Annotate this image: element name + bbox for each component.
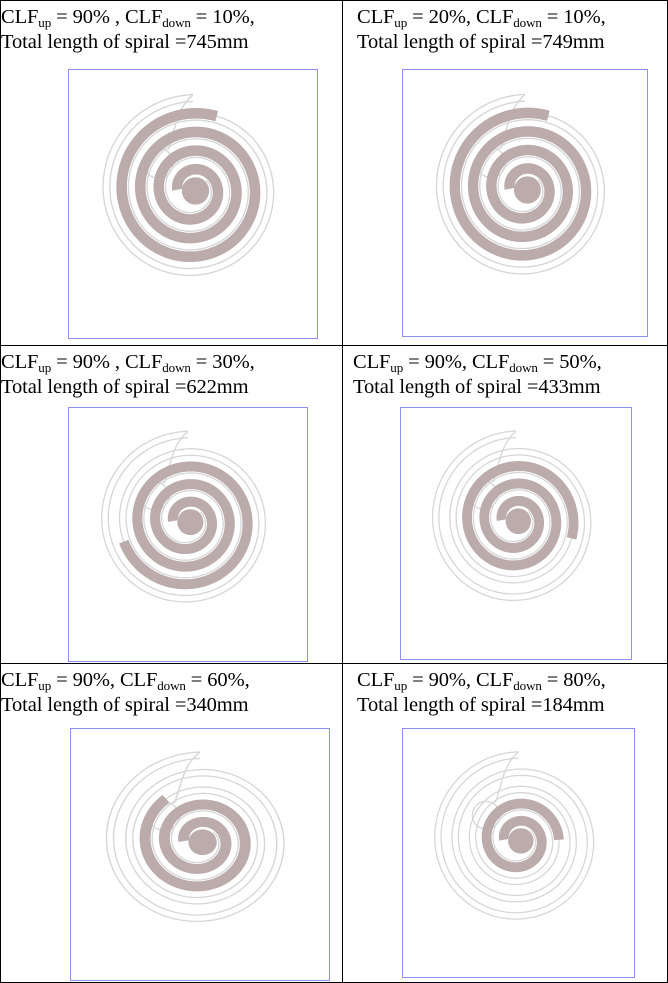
lead-out-track bbox=[492, 430, 517, 483]
total-length-label: Total length of spiral =340mm bbox=[1, 694, 249, 716]
spiral-core bbox=[181, 177, 210, 205]
lead-out-track bbox=[163, 430, 189, 484]
spiral-core bbox=[177, 509, 204, 536]
spiral-diagram bbox=[434, 751, 595, 920]
separator: , bbox=[109, 351, 125, 373]
cell-caption: CLFup = 90%, CLFdown = 50%, Total length… bbox=[343, 346, 667, 400]
clf-down-value: 30% bbox=[212, 351, 250, 373]
clf-line: CLFup = 90% , CLFdown = 30%, bbox=[1, 351, 255, 375]
table-cell: CLFup = 90% , CLFdown = 30%, Total lengt… bbox=[0, 345, 343, 664]
spiral-diagram bbox=[431, 430, 592, 602]
cell-caption: CLFup = 90%, CLFdown = 80%, Total length… bbox=[343, 664, 667, 718]
table-cell: CLFup = 90%, CLFdown = 60%, Total length… bbox=[0, 663, 343, 983]
table-cell: CLFup = 90%, CLFdown = 80%, Total length… bbox=[342, 663, 668, 983]
clf-up-value: 90% bbox=[428, 669, 466, 691]
table-cell: CLFup = 90% , CLFdown = 10%, Total lengt… bbox=[0, 0, 343, 346]
clf-line: CLFup = 90%, CLFdown = 60%, bbox=[1, 669, 250, 693]
clf-down-value: 50% bbox=[559, 351, 597, 373]
spiral-strip bbox=[139, 795, 251, 892]
spiral-figure bbox=[402, 69, 648, 337]
clf-up-value: 90% bbox=[72, 351, 110, 373]
total-length-label: Total length of spiral =745mm bbox=[1, 31, 249, 53]
cell-caption: CLFup = 90%, CLFdown = 60%, Total length… bbox=[1, 664, 342, 718]
clf-down-value: 10% bbox=[563, 6, 601, 28]
clf-up-value: 90% bbox=[424, 351, 462, 373]
lead-out-track bbox=[494, 751, 519, 803]
cell-caption: CLFup = 20%, CLFdown = 10%, Total length… bbox=[343, 1, 667, 55]
spiral-diagram bbox=[101, 430, 267, 603]
clf-down-value: 80% bbox=[563, 669, 601, 691]
spiral-strip bbox=[449, 107, 592, 261]
spiral-figure bbox=[68, 69, 318, 339]
cell-caption: CLFup = 90% , CLFdown = 10%, Total lengt… bbox=[1, 1, 342, 55]
table-cell: CLFup = 90%, CLFdown = 50%, Total length… bbox=[342, 345, 668, 664]
separator: , bbox=[465, 6, 476, 28]
spiral-figure bbox=[70, 728, 330, 981]
clf-up-value: 20% bbox=[428, 6, 466, 28]
guide-track-outline bbox=[442, 100, 599, 268]
spiral-strip bbox=[116, 107, 261, 263]
spiral-diagram bbox=[102, 93, 275, 277]
spiral-diagram bbox=[435, 93, 606, 275]
guide-track-outline bbox=[107, 437, 260, 597]
total-length-label: Total length of spiral =184mm bbox=[357, 694, 605, 716]
lead-out-track bbox=[173, 751, 201, 804]
guide-track-outline bbox=[438, 436, 586, 595]
separator: , bbox=[109, 6, 125, 28]
spiral-core bbox=[508, 828, 534, 854]
spiral-figure bbox=[402, 728, 635, 978]
separator: , bbox=[461, 351, 472, 373]
spiral-figure bbox=[400, 407, 632, 660]
clf-line: CLFup = 90% , CLFdown = 10%, bbox=[1, 6, 255, 30]
table-cell: CLFup = 20%, CLFdown = 10%, Total length… bbox=[342, 0, 668, 346]
guide-track-outline bbox=[440, 757, 588, 914]
spiral-core bbox=[188, 829, 217, 856]
total-length-label: Total length of spiral =622mm bbox=[1, 376, 249, 398]
separator: , bbox=[465, 669, 476, 691]
clf-line: CLFup = 20%, CLFdown = 10%, bbox=[357, 6, 606, 30]
spiral-figure bbox=[68, 407, 308, 662]
spiral-core bbox=[505, 508, 531, 535]
cell-caption: CLFup = 90% , CLFdown = 30%, Total lengt… bbox=[1, 346, 342, 400]
spiral-strip bbox=[462, 461, 579, 571]
spiral-strip bbox=[481, 798, 564, 873]
spiral-diagram bbox=[105, 751, 285, 923]
guide-track-outline bbox=[109, 100, 268, 270]
total-length-label: Total length of spiral =433mm bbox=[353, 376, 601, 398]
total-length-label: Total length of spiral =749mm bbox=[357, 31, 605, 53]
clf-down-value: 10% bbox=[212, 6, 250, 28]
spiral-strip bbox=[119, 461, 253, 590]
clf-up-value: 90% bbox=[72, 6, 110, 28]
clf-line: CLFup = 90%, CLFdown = 50%, bbox=[353, 351, 602, 375]
clf-up-value: 90% bbox=[72, 669, 110, 691]
guide-track-outline bbox=[112, 757, 278, 916]
spiral-core bbox=[514, 176, 541, 204]
clf-down-value: 60% bbox=[207, 669, 245, 691]
separator: , bbox=[109, 669, 120, 691]
clf-line: CLFup = 90%, CLFdown = 80%, bbox=[357, 669, 606, 693]
